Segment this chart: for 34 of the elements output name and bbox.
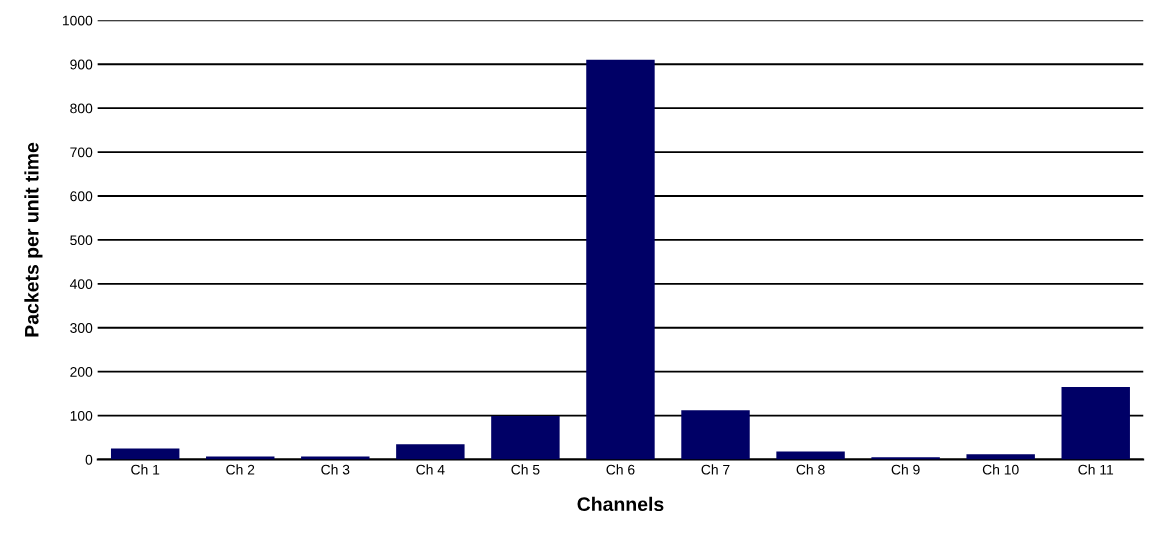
bar	[396, 444, 465, 460]
y-axis-title: Packets per unit time	[24, 142, 43, 337]
bar	[966, 454, 1035, 460]
bar	[586, 59, 655, 460]
y-tick-label: 900	[70, 59, 93, 70]
y-tick-label: 500	[70, 235, 93, 246]
x-tick-label: Ch 2	[226, 464, 255, 475]
bar	[301, 456, 370, 460]
bar	[681, 410, 750, 460]
bar	[110, 448, 180, 460]
x-tick-label: Ch 11	[1078, 464, 1114, 475]
y-tick-label: 200	[70, 367, 93, 377]
x-tick-label: Ch 7	[701, 464, 730, 475]
bar	[491, 416, 560, 460]
x-tick-label: Ch 3	[321, 464, 350, 475]
x-tick-label: Ch 10	[982, 464, 1019, 475]
y-tick-label: 800	[70, 103, 93, 114]
x-tick-label: Ch 8	[796, 464, 825, 475]
y-tick-label: 100	[70, 410, 93, 421]
bar	[1061, 387, 1130, 460]
x-tick-label: Ch 9	[891, 464, 920, 475]
y-tick-label: 700	[70, 147, 93, 158]
bar	[206, 456, 275, 460]
bar	[871, 457, 940, 460]
x-tick-label: Ch 4	[416, 464, 445, 475]
y-tick-label: 600	[70, 191, 93, 202]
y-tick-label: 1000	[62, 15, 93, 26]
y-tick-label: 400	[69, 279, 93, 289]
x-tick-label: Ch 6	[606, 464, 635, 475]
y-tick-label: 0	[85, 454, 93, 465]
x-tick-label: Ch 1	[131, 464, 160, 475]
y-tick-label: 300	[70, 323, 93, 333]
x-axis-title: Channels	[577, 496, 664, 512]
x-tick-label: Ch 5	[511, 464, 540, 475]
